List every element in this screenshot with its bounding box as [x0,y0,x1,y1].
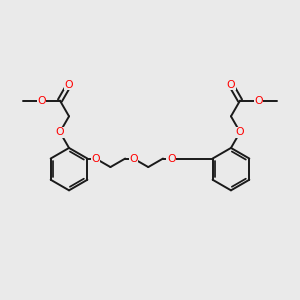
Text: O: O [91,154,100,164]
Text: O: O [167,154,176,164]
Text: O: O [56,127,64,137]
Text: O: O [65,80,73,90]
Text: O: O [227,80,235,90]
Text: O: O [129,154,138,164]
Text: O: O [236,127,244,137]
Text: O: O [254,95,263,106]
Text: O: O [37,95,46,106]
